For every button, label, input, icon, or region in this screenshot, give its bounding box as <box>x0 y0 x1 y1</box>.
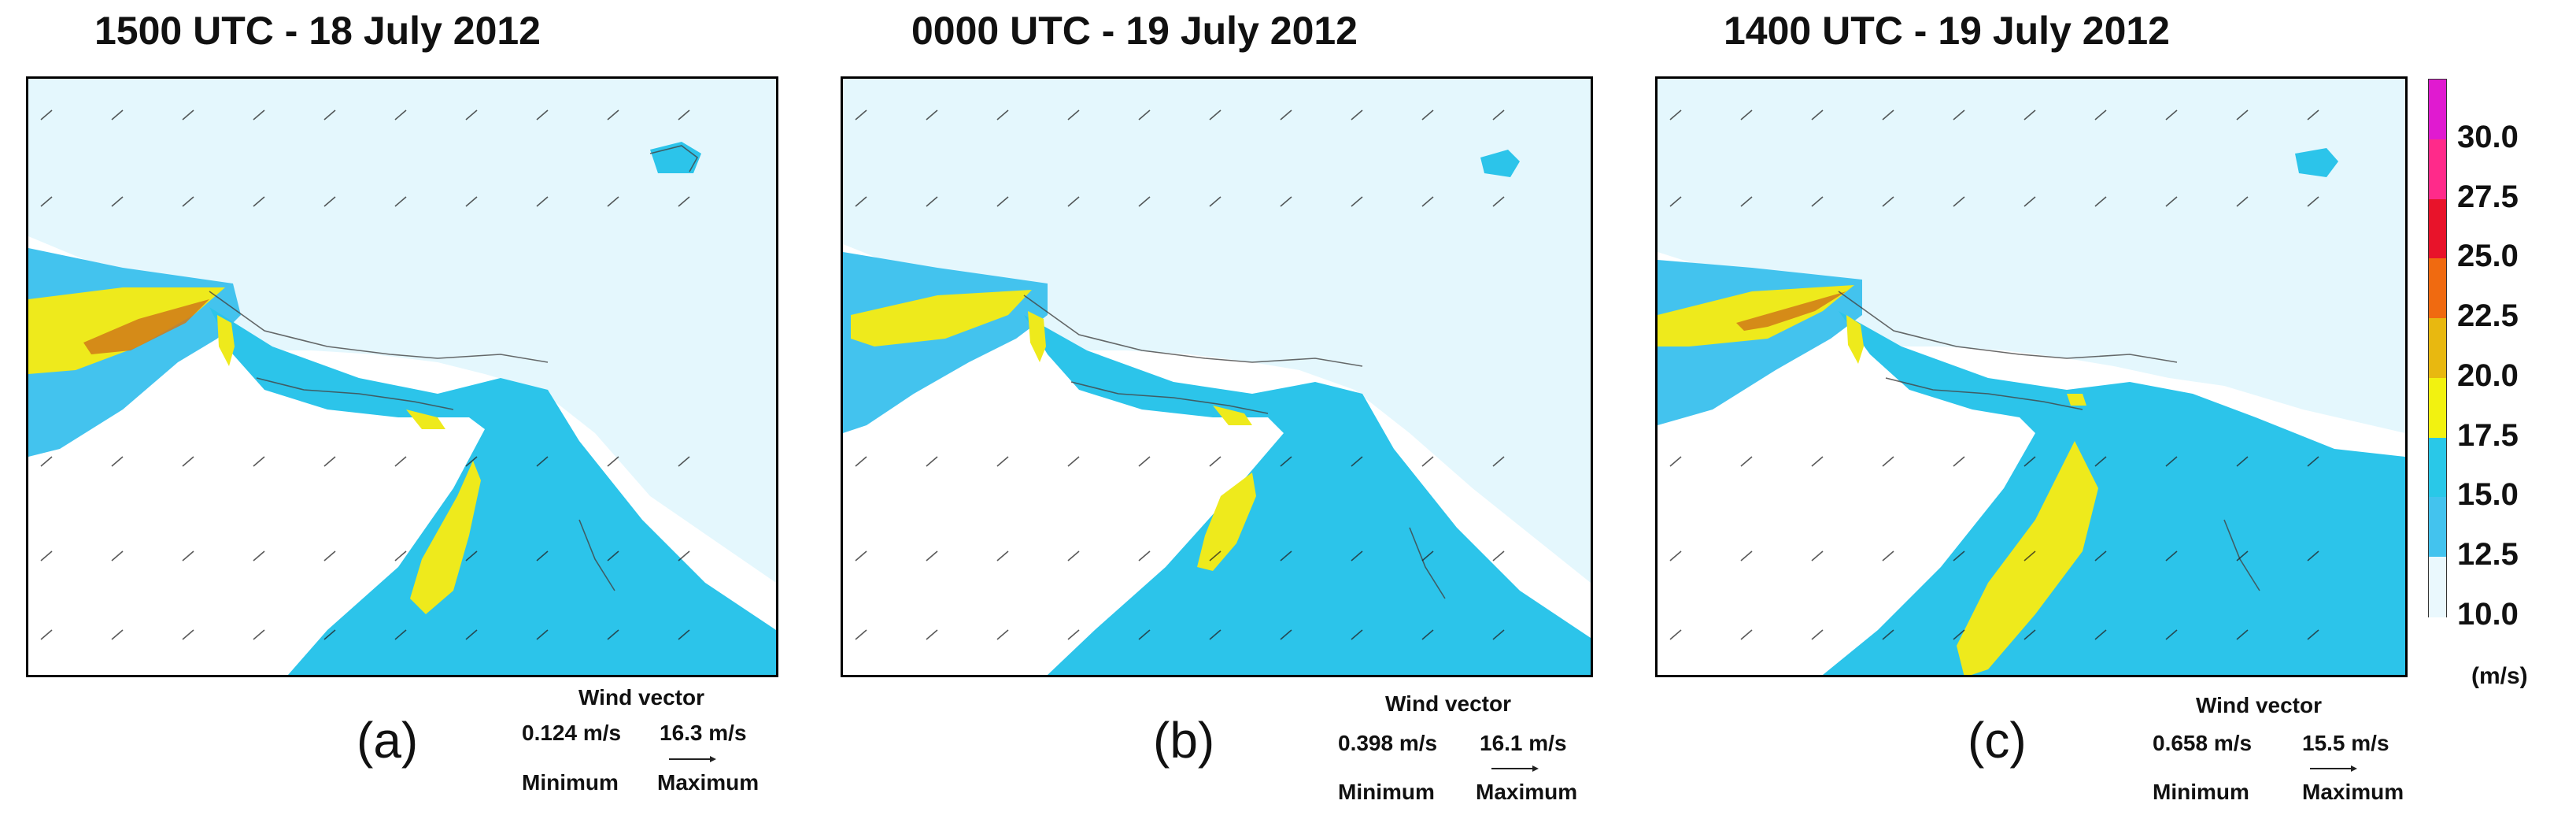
colorbar-segment <box>2429 437 2446 498</box>
wind-vector-title-b: Wind vector <box>1385 691 1511 716</box>
wind-vector-title-c: Wind vector <box>2196 693 2322 717</box>
wind-speed-map-a <box>28 79 776 675</box>
wind-vector-max-label-a: Maximum <box>657 770 759 795</box>
wind-vector-max-label-b: Maximum <box>1476 780 1578 804</box>
wind-vector-max-value-a: 16.3 m/s <box>660 721 747 745</box>
colorbar-label: 15.0 <box>2457 477 2519 513</box>
wind-vector-min-value-b: 0.398 m/s <box>1338 731 1438 755</box>
colorbar-unit: (m/s) <box>2471 663 2528 689</box>
wind-vector-max-value-c: 15.5 m/s <box>2302 731 2389 755</box>
wind-speed-map-b <box>843 79 1591 675</box>
colorbar-label: 12.5 <box>2457 537 2519 573</box>
colorbar-segment <box>2429 557 2446 617</box>
panel-b-label: (b) <box>1153 712 1215 769</box>
colorbar-segment <box>2429 497 2446 558</box>
panel-a-title: 1500 UTC - 18 July 2012 <box>94 9 541 53</box>
wind-vector-min-label-a: Minimum <box>522 770 619 795</box>
wind-vector-max-arrow-b <box>1491 762 1539 776</box>
panel-b-title: 0000 UTC - 19 July 2012 <box>911 9 1358 53</box>
colorbar-segment <box>2429 139 2446 200</box>
wind-vector-min-value-c: 0.658 m/s <box>2153 731 2253 755</box>
panel-c-map <box>1655 76 2408 677</box>
colorbar-label: 30.0 <box>2457 119 2519 154</box>
colorbar-label: 22.5 <box>2457 298 2519 334</box>
colorbar-label: 20.0 <box>2457 358 2519 393</box>
wind-vector-min-value-a: 0.124 m/s <box>522 721 622 745</box>
panel-a-label: (a) <box>357 712 419 769</box>
wind-speed-map-c <box>1658 79 2405 675</box>
wind-vector-max-arrow-c <box>2310 762 2357 776</box>
panel-b-map <box>841 76 1593 677</box>
wind-vector-min-label-b: Minimum <box>1338 780 1435 804</box>
wind-vector-min-label-c: Minimum <box>2153 780 2249 804</box>
colorbar-label: 10.0 <box>2457 597 2519 632</box>
panel-a-map <box>26 76 778 677</box>
colorbar-label: 27.5 <box>2457 179 2519 214</box>
colorbar-segment <box>2429 258 2446 320</box>
colorbar <box>2428 79 2447 617</box>
wind-vector-max-arrow-a <box>669 753 716 767</box>
panel-c-label: (c) <box>1968 712 2027 769</box>
colorbar-segment <box>2429 80 2446 140</box>
colorbar-segment <box>2429 377 2446 439</box>
colorbar-segment <box>2429 198 2446 260</box>
wind-vector-max-value-b: 16.1 m/s <box>1480 731 1567 755</box>
colorbar-segment <box>2429 318 2446 379</box>
wind-vector-max-label-c: Maximum <box>2302 780 2404 804</box>
colorbar-label: 25.0 <box>2457 239 2519 274</box>
colorbar-label: 17.5 <box>2457 417 2519 453</box>
wind-vector-title-a: Wind vector <box>578 685 704 710</box>
panel-c-title: 1400 UTC - 19 July 2012 <box>1724 9 2170 53</box>
